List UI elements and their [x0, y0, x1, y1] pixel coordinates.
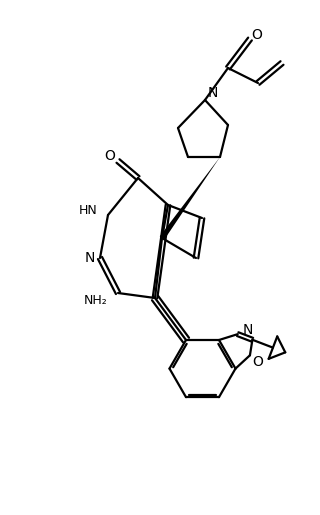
Polygon shape: [160, 157, 220, 239]
Text: O: O: [252, 28, 262, 42]
Text: N: N: [208, 86, 218, 100]
Text: O: O: [252, 355, 263, 369]
Text: O: O: [105, 149, 116, 163]
Text: N: N: [85, 251, 95, 265]
Text: HN: HN: [79, 204, 97, 217]
Text: NH₂: NH₂: [84, 295, 108, 307]
Text: N: N: [243, 323, 253, 337]
